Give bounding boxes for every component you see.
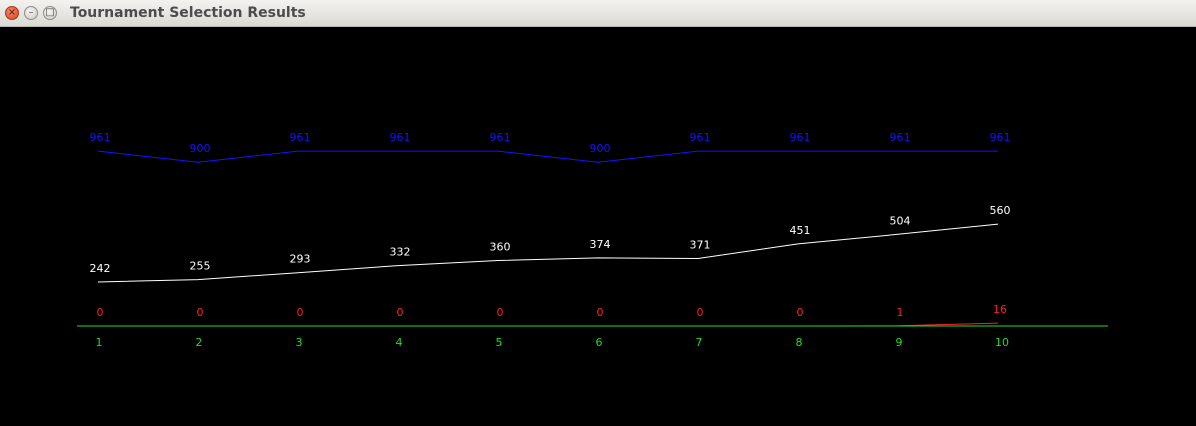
data-label: 961: [690, 131, 711, 144]
data-label: 560: [990, 204, 1011, 217]
series-2: 242 255 293 332 360 374 371 451 504 560: [90, 204, 1011, 283]
data-point: [697, 257, 699, 259]
data-label: 0: [197, 306, 204, 319]
data-label: 371: [690, 238, 711, 251]
data-point: [797, 150, 799, 152]
data-point: [497, 259, 499, 261]
data-label: 0: [97, 306, 104, 319]
data-label: 332: [390, 246, 411, 259]
data-label: 0: [697, 306, 704, 319]
data-point: [397, 150, 399, 152]
maximize-icon[interactable]: □: [43, 6, 57, 20]
data-point: [897, 150, 899, 152]
data-label: 451: [790, 224, 811, 237]
data-point: [97, 150, 99, 152]
data-point: [797, 243, 799, 245]
x-tick-label: 4: [396, 336, 403, 349]
x-tick-label: 9: [896, 336, 903, 349]
x-tick-label: 3: [296, 336, 303, 349]
data-point: [197, 161, 199, 163]
data-label: 255: [190, 260, 211, 273]
x-tick-label: 5: [496, 336, 503, 349]
series-1: 961 900 961 961 961 900 961 961 961 961: [90, 131, 1011, 163]
data-point: [297, 272, 299, 274]
data-point: [197, 279, 199, 281]
data-label: 0: [497, 306, 504, 319]
data-point: [397, 265, 399, 267]
close-icon[interactable]: ×: [5, 6, 19, 20]
data-label: 900: [190, 142, 211, 155]
data-label: 961: [90, 131, 111, 144]
data-label: 961: [290, 131, 311, 144]
series-layer: 961 900 961 961 961 900 961 961 961 961 242 255 293 3…: [90, 131, 1011, 327]
window-title: Tournament Selection Results: [70, 5, 306, 21]
data-label: 0: [297, 306, 304, 319]
data-point: [597, 257, 599, 259]
data-label: 961: [990, 131, 1011, 144]
data-label: 0: [397, 306, 404, 319]
data-label: 242: [90, 262, 111, 275]
data-label: 900: [590, 142, 611, 155]
data-label: 1: [897, 306, 904, 319]
data-label: 0: [597, 306, 604, 319]
x-tick-label: 10: [995, 336, 1009, 349]
x-tick-label: 2: [196, 336, 203, 349]
data-point: [997, 322, 999, 324]
data-label: 374: [590, 238, 611, 251]
data-point: [297, 150, 299, 152]
title-bar: × – □ Tournament Selection Results: [0, 0, 1196, 27]
data-label: 961: [390, 131, 411, 144]
data-point: [997, 223, 999, 225]
x-tick-label: 7: [696, 336, 703, 349]
x-tick-label: 6: [596, 336, 603, 349]
minimize-icon[interactable]: –: [24, 6, 38, 20]
data-label: 0: [797, 306, 804, 319]
series-3: 0 0 0 0 0 0 0 0 1 16: [97, 303, 1007, 327]
data-point: [897, 233, 899, 235]
data-label: 360: [490, 240, 511, 253]
data-label: 504: [890, 214, 911, 227]
series-line: [97, 150, 998, 163]
data-point: [597, 161, 599, 163]
x-tick-label: 8: [796, 336, 803, 349]
data-label: 961: [790, 131, 811, 144]
series-line: [97, 223, 999, 283]
x-axis: 1 2 3 4 5 6 7 8 9 10: [77, 325, 1108, 349]
data-point: [697, 150, 699, 152]
x-tick-label: 1: [96, 336, 103, 349]
data-point: [997, 150, 999, 152]
data-label: 961: [490, 131, 511, 144]
data-point: [97, 281, 99, 283]
data-point: [497, 150, 499, 152]
data-label: 16: [993, 303, 1007, 316]
data-label: 293: [290, 253, 311, 266]
data-label: 961: [890, 131, 911, 144]
